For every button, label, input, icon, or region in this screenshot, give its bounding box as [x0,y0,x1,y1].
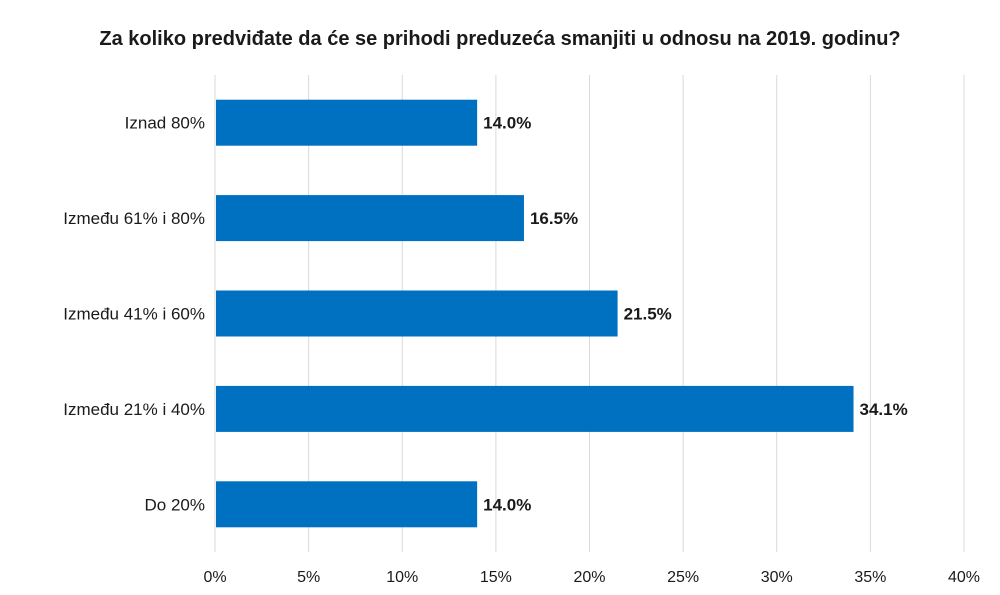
value-labels: 14.0% 16.5% 21.5% 34.1% 14.0% [483,114,908,515]
bar [216,481,478,528]
data-label: 21.5% [624,305,672,324]
bar [216,195,524,242]
x-tick-label: 5% [297,569,320,586]
x-tick-label: 40% [948,569,980,586]
category-label: Između 41% i 60% [63,305,205,324]
chart-title: Za koliko predviđate da će se prihodi pr… [99,28,901,50]
x-tick-labels: 0% 5% 10% 15% 20% 25% 30% 35% 40% [203,569,980,586]
x-tick-label: 30% [761,569,793,586]
category-label: Do 20% [145,495,205,514]
data-label: 34.1% [860,400,908,419]
category-label: Između 61% i 80% [63,209,205,228]
data-label: 14.0% [483,114,531,133]
x-tick-label: 10% [386,569,418,586]
data-label: 14.0% [483,495,531,514]
x-tick-label: 15% [480,569,512,586]
bar [216,385,854,432]
x-tick-label: 35% [854,569,886,586]
x-tick-label: 20% [573,569,605,586]
category-label: Između 21% i 40% [63,400,205,419]
x-tick-label: 25% [667,569,699,586]
x-tick-label: 0% [203,569,226,586]
bar [216,99,478,146]
bar [216,290,618,337]
data-label: 16.5% [530,209,578,228]
bars [216,99,854,528]
category-labels: Iznad 80% Između 61% i 80% Između 41% i 60… [63,114,205,515]
category-label: Iznad 80% [125,114,205,133]
